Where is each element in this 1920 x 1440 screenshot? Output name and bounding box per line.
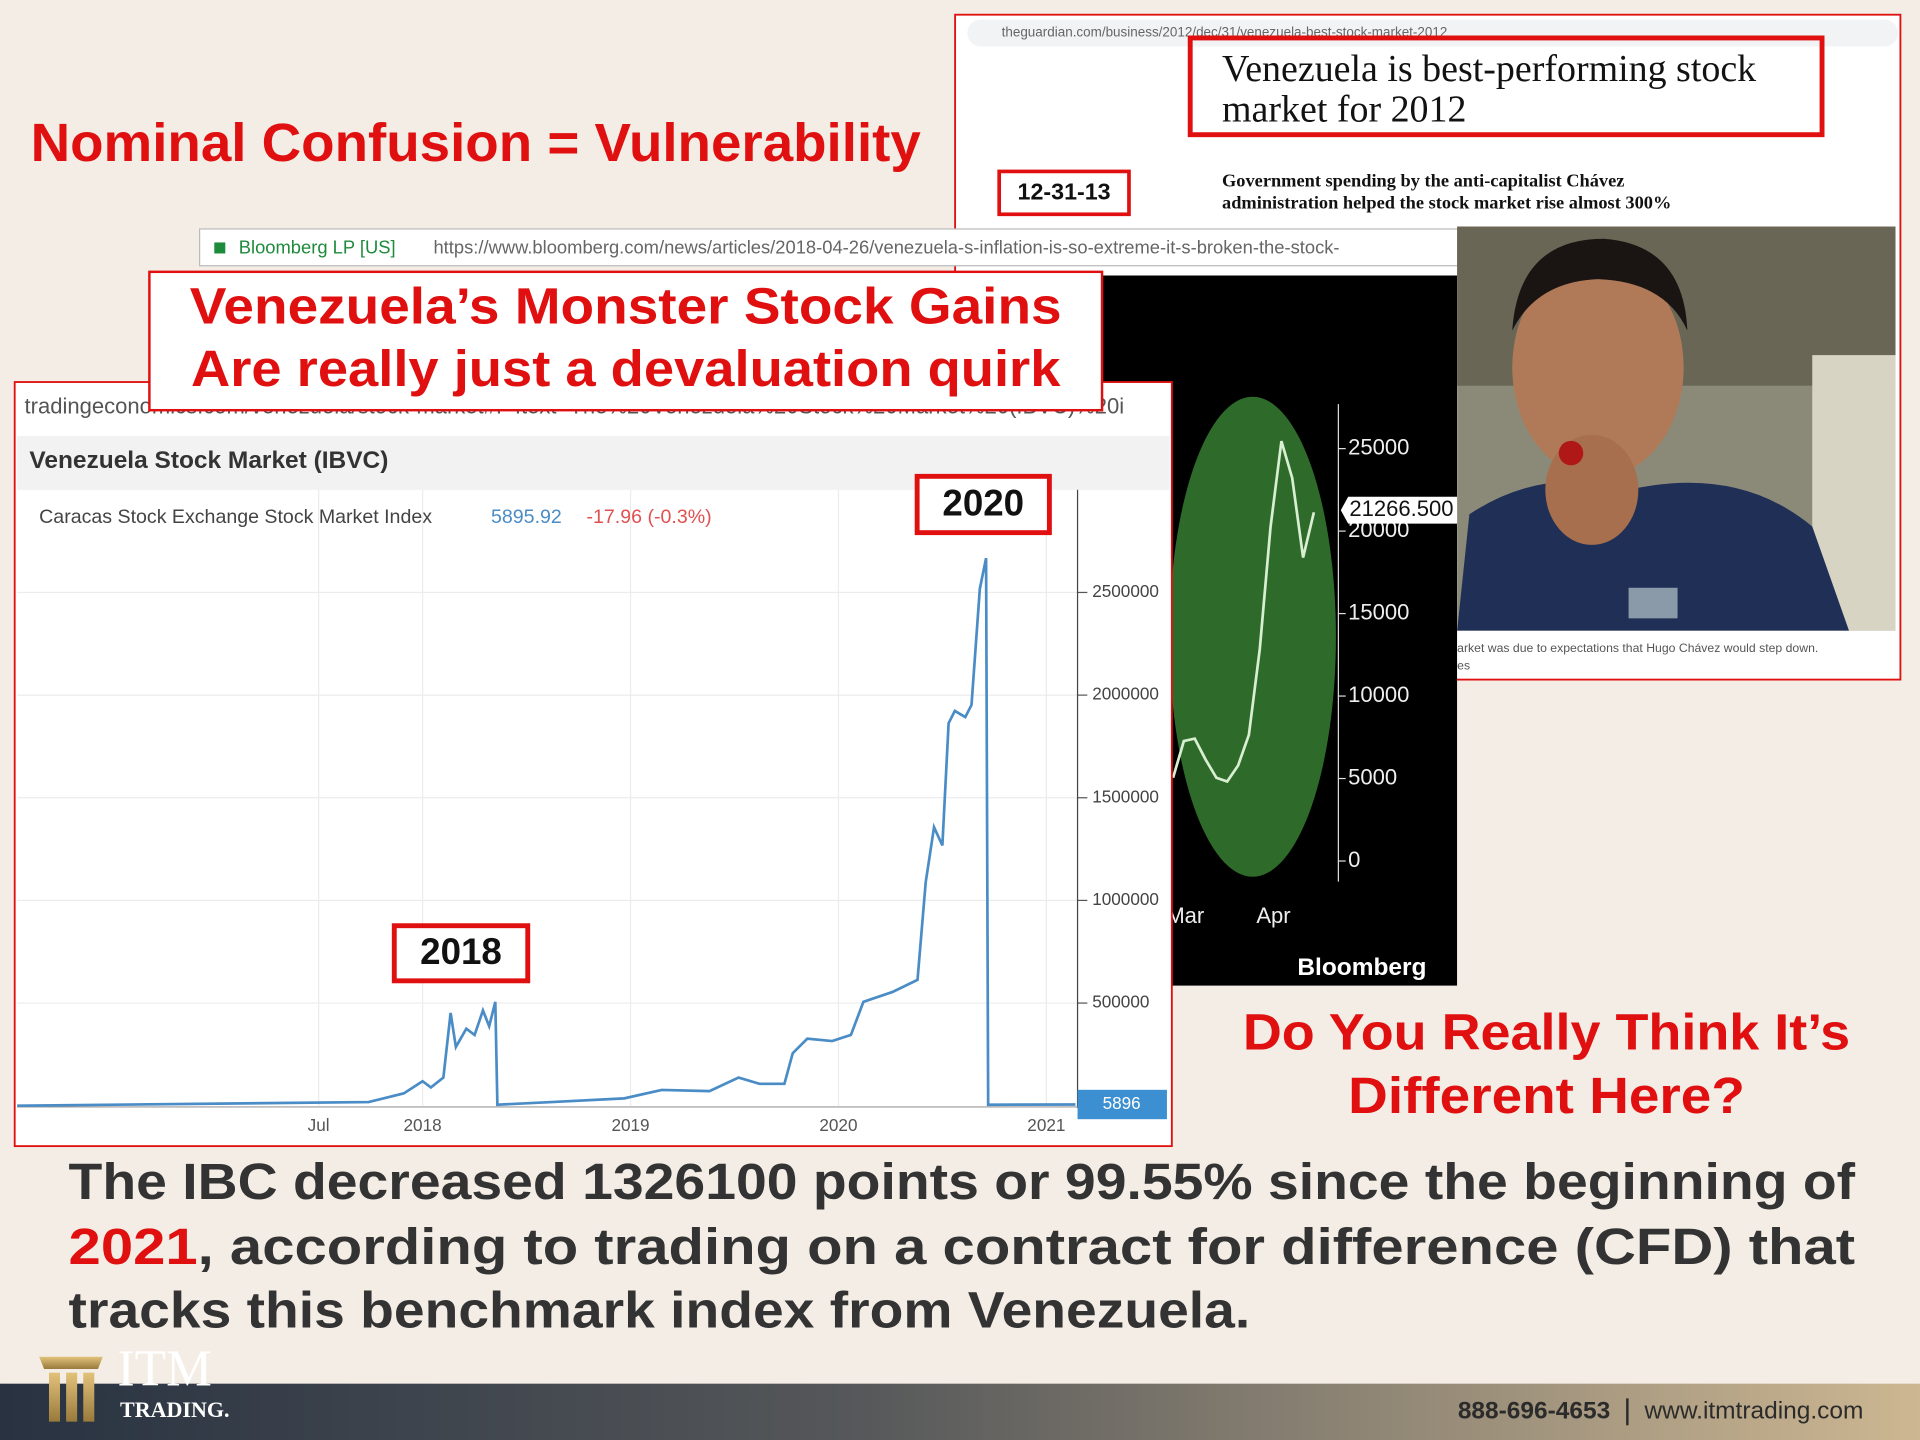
date-tag-box bbox=[997, 169, 1131, 217]
caption: es bbox=[1457, 658, 1470, 672]
source: Bloomberg bbox=[1297, 954, 1426, 981]
x-tick-label: 2019 bbox=[611, 1115, 649, 1135]
y-tick-label: 500000 bbox=[1092, 992, 1149, 1012]
slide-title: Nominal Confusion = Vulnerability bbox=[31, 113, 921, 173]
y-tick-label: 1500000 bbox=[1092, 786, 1159, 806]
y-tick-label: 2000000 bbox=[1092, 684, 1159, 704]
annotation: 2020 bbox=[942, 482, 1024, 523]
legend-label: Caracas Stock Exchange Stock Market Inde… bbox=[39, 506, 432, 528]
logo-icon bbox=[39, 1356, 103, 1422]
logo-roof bbox=[39, 1356, 103, 1369]
logo-text: ITM bbox=[118, 1341, 212, 1398]
headline: Venezuela is best-performing stock bbox=[1222, 48, 1756, 90]
date-tag: 12-31-13 bbox=[1018, 179, 1111, 205]
caption: arket was due to expectations that Hugo … bbox=[1457, 641, 1818, 655]
highlight: 2021 bbox=[69, 1217, 198, 1275]
callout: Venezuela’s Monster Stock Gains bbox=[190, 276, 1062, 334]
paragraph-line: tracks this benchmark index from Venezue… bbox=[69, 1280, 1251, 1338]
current-value-box bbox=[1077, 1089, 1167, 1120]
annotation: 2018 bbox=[420, 931, 502, 972]
annotations: 2018 2020 bbox=[391, 473, 1052, 984]
y-tick-label: 15000 bbox=[1348, 599, 1409, 624]
x-tick-label: Apr bbox=[1256, 903, 1290, 928]
headline: market for 2012 bbox=[1222, 88, 1466, 130]
last-value: 5895.92 bbox=[491, 506, 562, 528]
photo-face bbox=[1512, 257, 1684, 478]
line-series bbox=[1171, 440, 1316, 784]
line-series bbox=[17, 557, 1076, 1108]
x-tick-label: 2021 bbox=[1027, 1115, 1065, 1135]
footer-bar bbox=[0, 1383, 1920, 1440]
lock-icon bbox=[214, 242, 226, 254]
phone: 888-696-4653 bbox=[1458, 1397, 1610, 1424]
chart-title: Venezuela Stock Market (IBVC) bbox=[29, 447, 388, 474]
callout-box bbox=[148, 270, 1104, 412]
y-tick-label: 0 bbox=[1348, 847, 1360, 872]
y-tick-label: 1000000 bbox=[1092, 889, 1159, 909]
y-tick-label: 25000 bbox=[1348, 434, 1409, 459]
website: www.itmtrading.com bbox=[1643, 1397, 1863, 1424]
photo-cross bbox=[1558, 440, 1584, 466]
logo-pillar bbox=[66, 1372, 78, 1422]
question: Different Here? bbox=[1348, 1066, 1745, 1124]
annotation-box bbox=[391, 923, 531, 984]
browser-bar bbox=[198, 228, 1464, 267]
standfirst: Government spending by the anti-capitali… bbox=[1222, 171, 1624, 191]
annotation-box bbox=[914, 473, 1052, 536]
photo-watch bbox=[1628, 587, 1678, 619]
paragraph-text: , according to trading on a contract for… bbox=[198, 1217, 1855, 1275]
question: Do You Really Think It’s bbox=[1243, 1002, 1850, 1060]
logo-pillar bbox=[48, 1372, 60, 1422]
x-tick-label: 2020 bbox=[819, 1115, 857, 1135]
current-value: 5896 bbox=[1103, 1093, 1141, 1113]
logo-subtext: TRADING. bbox=[120, 1397, 230, 1422]
standfirst: administration helped the stock market r… bbox=[1222, 193, 1671, 213]
change: -17.96 (-0.3%) bbox=[587, 506, 712, 528]
highlight-ellipse bbox=[1169, 396, 1336, 877]
y-tick-label: 2500000 bbox=[1092, 581, 1159, 601]
current-value-box bbox=[1340, 496, 1458, 524]
photo-hair bbox=[1512, 238, 1688, 331]
url: https://www.bloomberg.com/news/articles/… bbox=[433, 236, 1339, 257]
headline-box bbox=[1187, 35, 1825, 138]
y-tick-label: 10000 bbox=[1348, 682, 1409, 707]
logo-pillar bbox=[83, 1372, 95, 1422]
callout: Are really just a devaluation quirk bbox=[191, 339, 1061, 397]
paragraph-line: The IBC decreased 1326100 points or 99.5… bbox=[69, 1152, 1856, 1210]
current-value: 21266.500 bbox=[1349, 496, 1453, 521]
site-name: Bloomberg LP [US] bbox=[239, 236, 396, 257]
x-tick-label: Jul bbox=[308, 1115, 330, 1135]
paragraph-line: 2021, according to trading on a contract… bbox=[69, 1217, 1856, 1275]
photo bbox=[1457, 226, 1896, 631]
y-tick-label: 5000 bbox=[1348, 764, 1397, 789]
x-tick-label: 2018 bbox=[404, 1115, 442, 1135]
